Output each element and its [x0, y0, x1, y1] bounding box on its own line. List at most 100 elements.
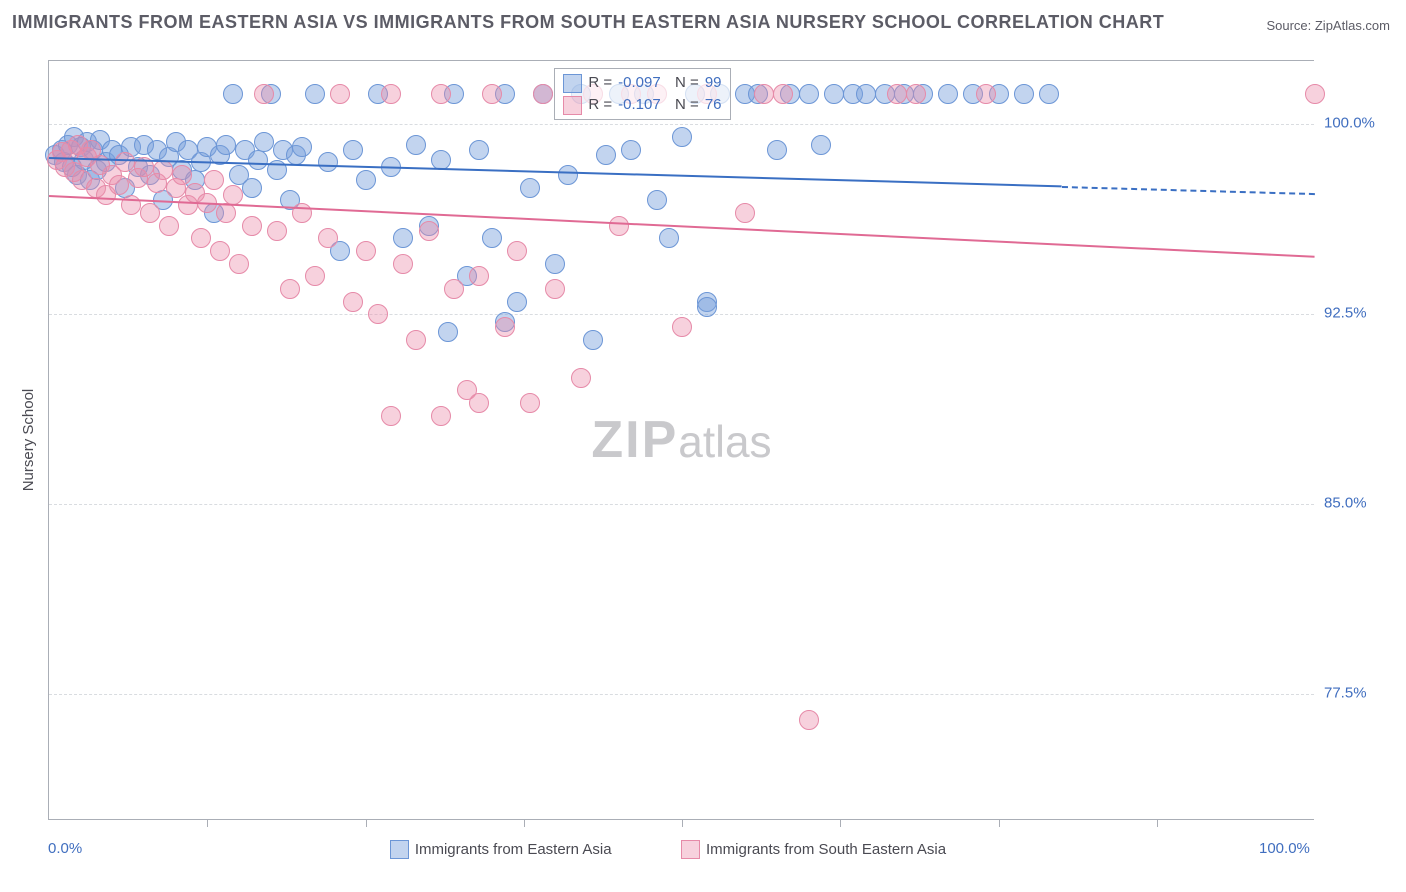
scatter-point-seast	[431, 406, 451, 426]
x-tick	[366, 819, 367, 827]
scatter-point-east	[343, 140, 363, 160]
correlation-legend: R = -0.097 N = 99R = -0.107 N = 76	[554, 68, 730, 120]
legend-swatch	[681, 840, 700, 859]
scatter-point-seast	[381, 84, 401, 104]
scatter-point-east	[596, 145, 616, 165]
scatter-point-east	[242, 178, 262, 198]
scatter-point-east	[824, 84, 844, 104]
scatter-point-east	[545, 254, 565, 274]
scatter-point-seast	[754, 84, 774, 104]
scatter-point-seast	[216, 203, 236, 223]
scatter-point-seast	[109, 175, 129, 195]
scatter-point-east	[507, 292, 527, 312]
scatter-point-east	[248, 150, 268, 170]
scatter-point-seast	[368, 304, 388, 324]
source-link[interactable]: ZipAtlas.com	[1315, 18, 1390, 33]
scatter-point-seast	[735, 203, 755, 223]
scatter-point-seast	[507, 241, 527, 261]
scatter-point-east	[647, 190, 667, 210]
scatter-point-east	[356, 170, 376, 190]
x-tick	[1157, 819, 1158, 827]
legend-label: Immigrants from Eastern Asia	[415, 841, 612, 858]
trend-line	[1062, 186, 1315, 195]
scatter-point-seast	[204, 170, 224, 190]
scatter-point-seast	[172, 165, 192, 185]
scatter-point-seast	[469, 266, 489, 286]
scatter-point-seast	[520, 393, 540, 413]
x-tick	[999, 819, 1000, 827]
legend-row-seast: R = -0.107 N = 76	[563, 94, 721, 116]
scatter-point-seast	[799, 710, 819, 730]
scatter-point-east	[583, 330, 603, 350]
legend-swatch	[390, 840, 409, 859]
scatter-point-seast	[356, 241, 376, 261]
scatter-point-seast	[159, 216, 179, 236]
scatter-point-seast	[1305, 84, 1325, 104]
scatter-point-east	[811, 135, 831, 155]
scatter-point-east	[216, 135, 236, 155]
scatter-point-seast	[191, 228, 211, 248]
y-tick-label: 100.0%	[1324, 115, 1375, 132]
scatter-point-seast	[887, 84, 907, 104]
scatter-point-seast	[153, 160, 173, 180]
series-legend-east: Immigrants from Eastern Asia	[390, 840, 612, 859]
x-tick	[682, 819, 683, 827]
scatter-point-east	[799, 84, 819, 104]
scatter-point-seast	[330, 84, 350, 104]
scatter-point-east	[469, 140, 489, 160]
scatter-point-seast	[482, 84, 502, 104]
y-tick-label: 85.0%	[1324, 495, 1367, 512]
scatter-point-seast	[393, 254, 413, 274]
x-min-label: 0.0%	[48, 840, 82, 857]
scatter-point-seast	[267, 221, 287, 241]
y-tick-label: 77.5%	[1324, 685, 1367, 702]
scatter-point-seast	[318, 228, 338, 248]
scatter-point-seast	[976, 84, 996, 104]
x-tick	[207, 819, 208, 827]
legend-swatch	[563, 74, 582, 93]
scatter-point-east	[318, 152, 338, 172]
gridline	[49, 504, 1314, 505]
scatter-point-east	[672, 127, 692, 147]
scatter-point-seast	[223, 185, 243, 205]
x-max-label: 100.0%	[1259, 840, 1310, 857]
scatter-point-seast	[545, 279, 565, 299]
scatter-point-east	[406, 135, 426, 155]
scatter-point-seast	[495, 317, 515, 337]
scatter-point-seast	[419, 221, 439, 241]
scatter-point-east	[767, 140, 787, 160]
scatter-point-seast	[773, 84, 793, 104]
scatter-point-east	[305, 84, 325, 104]
scatter-point-seast	[406, 330, 426, 350]
scatter-point-seast	[254, 84, 274, 104]
scatter-point-seast	[609, 216, 629, 236]
scatter-point-seast	[229, 254, 249, 274]
scatter-point-seast	[444, 279, 464, 299]
watermark: ZIPatlas	[591, 410, 771, 470]
y-axis-label: Nursery School	[20, 389, 37, 492]
scatter-point-seast	[140, 203, 160, 223]
scatter-point-east	[1039, 84, 1059, 104]
scatter-point-seast	[431, 84, 451, 104]
scatter-point-seast	[210, 241, 230, 261]
scatter-point-east	[431, 150, 451, 170]
plot-area: ZIPatlas	[48, 60, 1314, 820]
scatter-point-east	[697, 297, 717, 317]
scatter-point-east	[659, 228, 679, 248]
scatter-point-east	[938, 84, 958, 104]
scatter-point-seast	[381, 406, 401, 426]
x-tick	[840, 819, 841, 827]
scatter-point-seast	[906, 84, 926, 104]
chart-container: IMMIGRANTS FROM EASTERN ASIA VS IMMIGRAN…	[0, 0, 1406, 892]
scatter-point-east	[223, 84, 243, 104]
gridline	[49, 694, 1314, 695]
scatter-point-east	[520, 178, 540, 198]
scatter-point-seast	[469, 393, 489, 413]
scatter-point-seast	[280, 279, 300, 299]
gridline	[49, 314, 1314, 315]
scatter-point-seast	[571, 368, 591, 388]
scatter-point-east	[621, 140, 641, 160]
source-label: Source: ZipAtlas.com	[1266, 18, 1390, 33]
y-tick-label: 92.5%	[1324, 305, 1367, 322]
scatter-point-east	[254, 132, 274, 152]
